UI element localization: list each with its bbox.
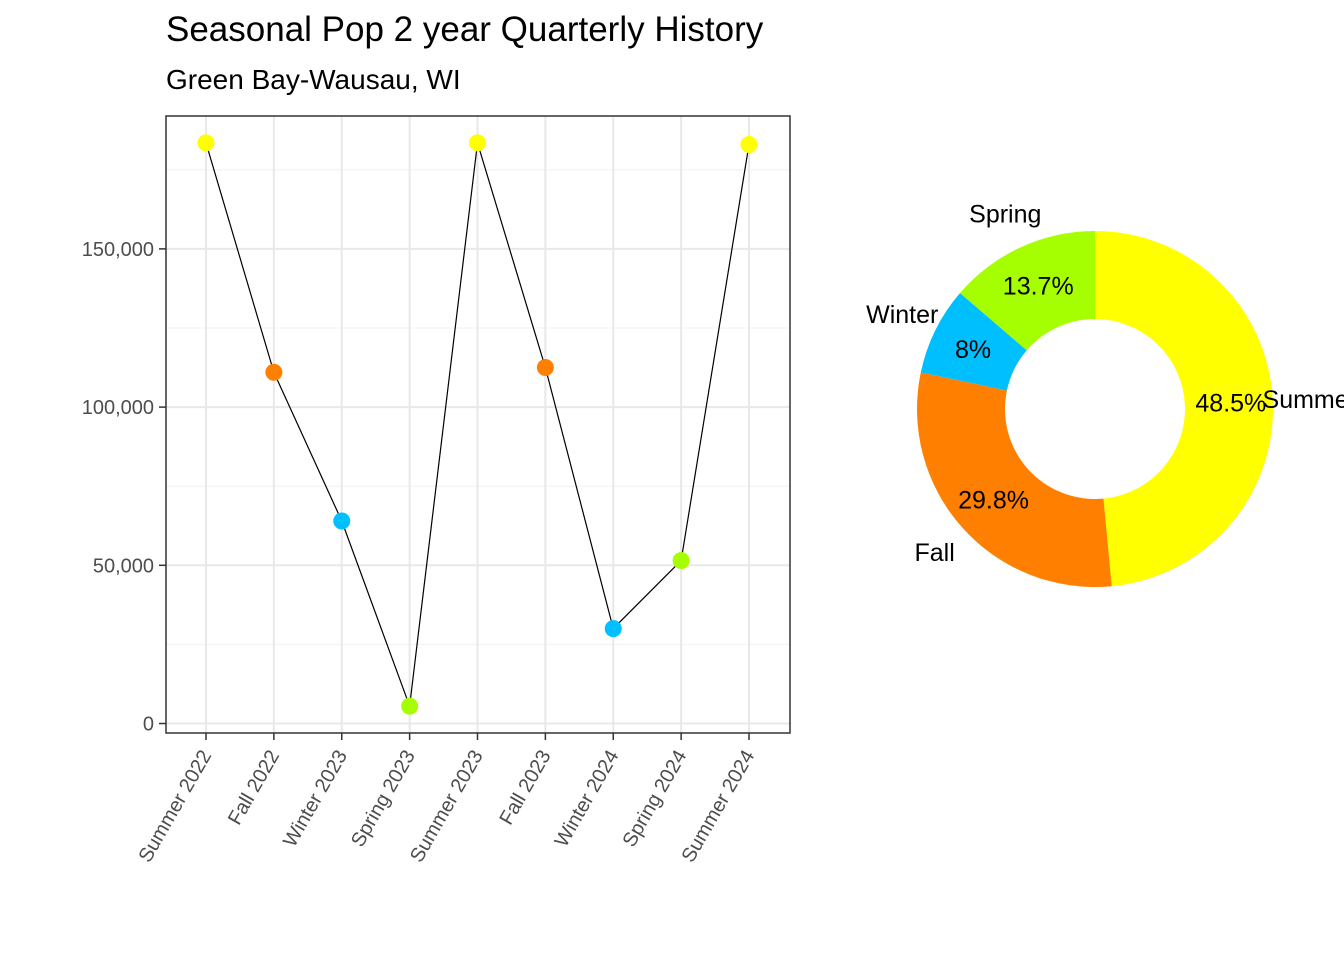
data-point-spring <box>672 552 690 570</box>
data-point-fall <box>536 359 554 377</box>
slice-category-label: Fall <box>914 539 954 567</box>
data-point-summer <box>469 134 486 152</box>
donut-slice-fall <box>917 372 1112 587</box>
slice-value-label: 13.7% <box>1003 272 1074 300</box>
data-point-summer <box>197 134 215 152</box>
slice-value-label: 48.5% <box>1195 390 1266 418</box>
data-point-winter <box>333 512 351 530</box>
chart-subtitle: Green Bay-Wausau, WI <box>166 64 461 95</box>
y-tick-label: 0 <box>143 714 154 736</box>
y-tick-label: 50,000 <box>93 555 154 577</box>
chart-title: Seasonal Pop 2 year Quarterly History <box>166 10 764 49</box>
y-tick-label: 100,000 <box>82 397 154 419</box>
data-point-fall <box>265 363 283 381</box>
slice-category-label: Spring <box>969 201 1041 229</box>
slice-value-label: 29.8% <box>958 487 1029 515</box>
y-tick-label: 150,000 <box>82 239 154 261</box>
plot-panel-border <box>165 115 791 734</box>
donut-slice-winter <box>920 292 1027 391</box>
donut-slice-summer <box>1095 231 1273 587</box>
donut-slice-spring <box>960 231 1095 351</box>
slice-category-label: Summer <box>1263 386 1344 414</box>
slice-value-label: 8% <box>955 336 991 364</box>
data-point-winter <box>604 620 622 638</box>
data-point-summer <box>740 135 758 153</box>
data-point-spring <box>401 697 419 715</box>
slice-category-label: Winter <box>866 301 938 329</box>
